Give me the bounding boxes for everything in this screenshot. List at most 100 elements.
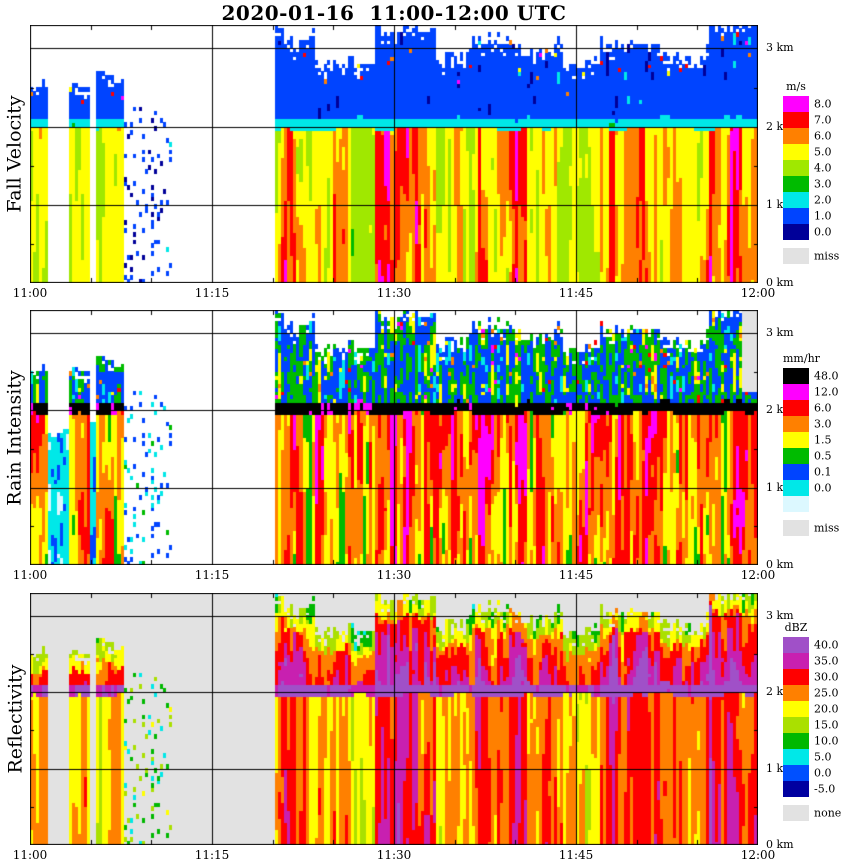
colorbar-value-label: 35.0 [814,654,839,668]
colorbar-swatch [783,496,809,512]
colorbar-value-label: 0.5 [814,449,832,463]
x-tick-label: 11:45 [558,568,594,582]
colorbar-entry: 6.0 [783,400,832,416]
colorbar-entry: 5.0 [783,144,832,160]
colorbar-missing-entry: miss [783,520,839,536]
colorbar-missing-swatch [783,520,809,536]
colorbar-swatch [783,733,809,749]
height-tick-label: 3 km [766,41,794,55]
colorbar-entry: 12.0 [783,384,839,400]
x-tick-label: 11:00 [12,568,48,582]
colorbar-value-label: -5.0 [814,782,836,796]
colorbar-value-label: 1.0 [814,209,832,223]
colorbar-value-label: 2.0 [814,193,832,207]
colorbar-swatch [783,160,809,176]
colorbar-missing-entry: none [783,805,841,821]
colorbar-swatch [783,128,809,144]
colorbar-entry: 25.0 [783,685,839,701]
colorbar-swatch [783,781,809,797]
colorbar-entry: 2.0 [783,192,832,208]
x-tick-label: 11:00 [12,848,48,862]
colorbar-swatch [783,480,809,496]
x-tick-label: 11:45 [558,848,594,862]
colorbar-value-label: 3.0 [814,177,832,191]
x-tick-label: 11:15 [194,848,230,862]
colorbar-swatch [783,717,809,733]
colorbar-rain-intensity: mm/hr 48.0 12.0 6.0 3.0 1.5 0.5 0.1 0.0 miss [783,352,850,536]
colorbar-value-label: 8.0 [814,97,832,111]
colorbar-entry: 40.0 [783,637,839,653]
x-tick-label: 11:30 [376,848,412,862]
colorbar-value-label: 0.0 [814,481,832,495]
colorbar-entry: -5.0 [783,781,835,797]
colorbar-units: m/s [786,80,806,93]
colorbar-entry: 3.0 [783,176,832,192]
colorbar-reflectivity: dBZ 40.0 35.0 30.0 25.0 20.0 15.0 10.0 5.0 0.0 -5.… [783,621,850,821]
x-tick-label: 11:45 [558,286,594,300]
heatmap-reflectivity [30,593,758,845]
colorbar-entry: 0.0 [783,224,832,240]
colorbar-value-label: 1.5 [814,433,832,447]
colorbar-value-label: 7.0 [814,113,832,127]
x-tick-label: 12:00 [740,286,776,300]
colorbar-value-label: 30.0 [814,670,839,684]
colorbar-swatch [783,112,809,128]
colorbar-entry: 0.0 [783,480,832,496]
colorbar-entry: 0.0 [783,765,832,781]
colorbar-fall-velocity: m/s 8.0 7.0 6.0 5.0 4.0 3.0 2.0 1.0 0.0 miss [783,80,850,264]
colorbar-value-label: 25.0 [814,686,839,700]
colorbar-missing-entry: miss [783,248,839,264]
colorbar-swatch [783,653,809,669]
colorbar-value-label: 6.0 [814,401,832,415]
height-tick-label: 0 km [766,558,794,571]
colorbar-entry: 1.0 [783,208,832,224]
colorbar-swatch [783,224,809,240]
colorbar-entry: 15.0 [783,717,839,733]
colorbar-value-label: 10.0 [814,734,839,748]
colorbar-value-label: 12.0 [814,385,839,399]
colorbar-swatch [783,749,809,765]
colorbar-missing-swatch [783,805,809,821]
colorbar-entry: 1.5 [783,432,832,448]
colorbar-entry: 5.0 [783,749,832,765]
colorbar-swatch [783,416,809,432]
colorbar-entry: 0.5 [783,448,832,464]
colorbar-value-label: 5.0 [814,750,832,764]
colorbar-units: dBZ [784,621,808,634]
colorbar-entry: 8.0 [783,96,832,112]
colorbar-swatch [783,637,809,653]
figure-title: 2020-01-16 11:00-12:00 UTC [221,1,567,25]
colorbar-value-label: 15.0 [814,718,839,732]
colorbar-swatch [783,432,809,448]
colorbar-entry: 6.0 [783,128,832,144]
y-axis-title-wrap-rain: Rain Intensity [0,310,30,565]
colorbar-entry: 0.1 [783,464,832,480]
colorbar-swatch [783,96,809,112]
height-tick-label: 3 km [766,608,794,622]
colorbar-value-label: 40.0 [814,638,839,652]
height-tick-label: 0 km [766,838,794,851]
colorbar-missing-label: none [814,806,842,820]
height-tick-label: 3 km [766,326,794,340]
colorbar-value-label: 0.0 [814,766,832,780]
colorbar-value-label: 20.0 [814,702,839,716]
colorbar-swatch [783,144,809,160]
colorbar-value-label: 6.0 [814,129,832,143]
heatmap-fall-velocity [30,25,758,283]
colorbar-entry: 4.0 [783,160,832,176]
x-axis-ticks-velocity: 11:00 11:15 11:30 11:45 12:00 [13,286,776,302]
x-tick-label: 11:15 [194,568,230,582]
colorbar-missing-swatch [783,248,809,264]
colorbar-entry: 30.0 [783,669,839,685]
y-axis-title-fall-velocity: Fall Velocity [4,95,26,213]
x-axis-ticks-rain: 11:00 11:15 11:30 11:45 12:00 [13,568,776,584]
colorbar-swatch [783,384,809,400]
height-tick-label: 0 km [766,276,794,289]
x-axis-ticks-reflectivity: 11:00 11:15 11:30 11:45 12:00 [13,848,776,864]
x-tick-label: 11:00 [12,286,48,300]
colorbar-swatch [783,192,809,208]
colorbar-swatch [783,448,809,464]
x-tick-label: 12:00 [740,848,776,862]
x-tick-label: 11:30 [376,286,412,300]
